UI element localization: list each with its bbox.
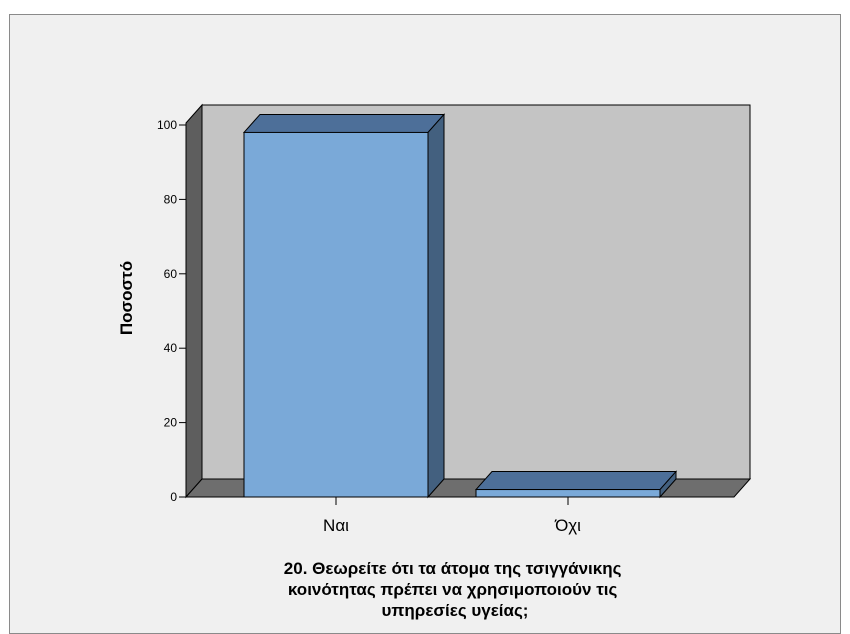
side-wall: [185, 103, 203, 499]
x-axis-label: 20. Θεωρείτε ότι τα άτομα της τσιγγάνικη…: [284, 559, 626, 620]
x-axis-label-line-2: κοινότητας πρέπει να χρησιμοποιούν τις: [288, 580, 618, 599]
bars: [242, 113, 678, 499]
y-tick-label: 60: [164, 267, 178, 281]
y-axis-label: Ποσοστό: [117, 261, 136, 335]
x-axis-label-line-3: υπηρεσίες υγείας;: [382, 601, 529, 620]
y-tick-label: 0: [170, 490, 177, 504]
bar-1: [242, 113, 446, 499]
x-category-label: Όχι: [554, 516, 581, 535]
x-axis-label-line-1: 20. Θεωρείτε ότι τα άτομα της τσιγγάνικη…: [284, 559, 622, 578]
bar-top-face: [474, 471, 678, 491]
bar-2: [474, 470, 678, 499]
y-tick-label: 100: [157, 118, 177, 132]
bar-front-face: [243, 131, 429, 498]
bar-front-face: [475, 489, 661, 498]
x-axis-categories: Ναι Όχι: [323, 497, 581, 535]
y-tick-label: 20: [164, 416, 178, 430]
bar-side-face: [427, 113, 445, 499]
y-axis: 0 20 40 60 80 100: [157, 118, 187, 504]
x-category-label: Ναι: [323, 516, 349, 535]
y-tick-label: 40: [164, 341, 178, 355]
bar-top-face: [242, 113, 446, 133]
y-tick-label: 80: [164, 192, 178, 206]
